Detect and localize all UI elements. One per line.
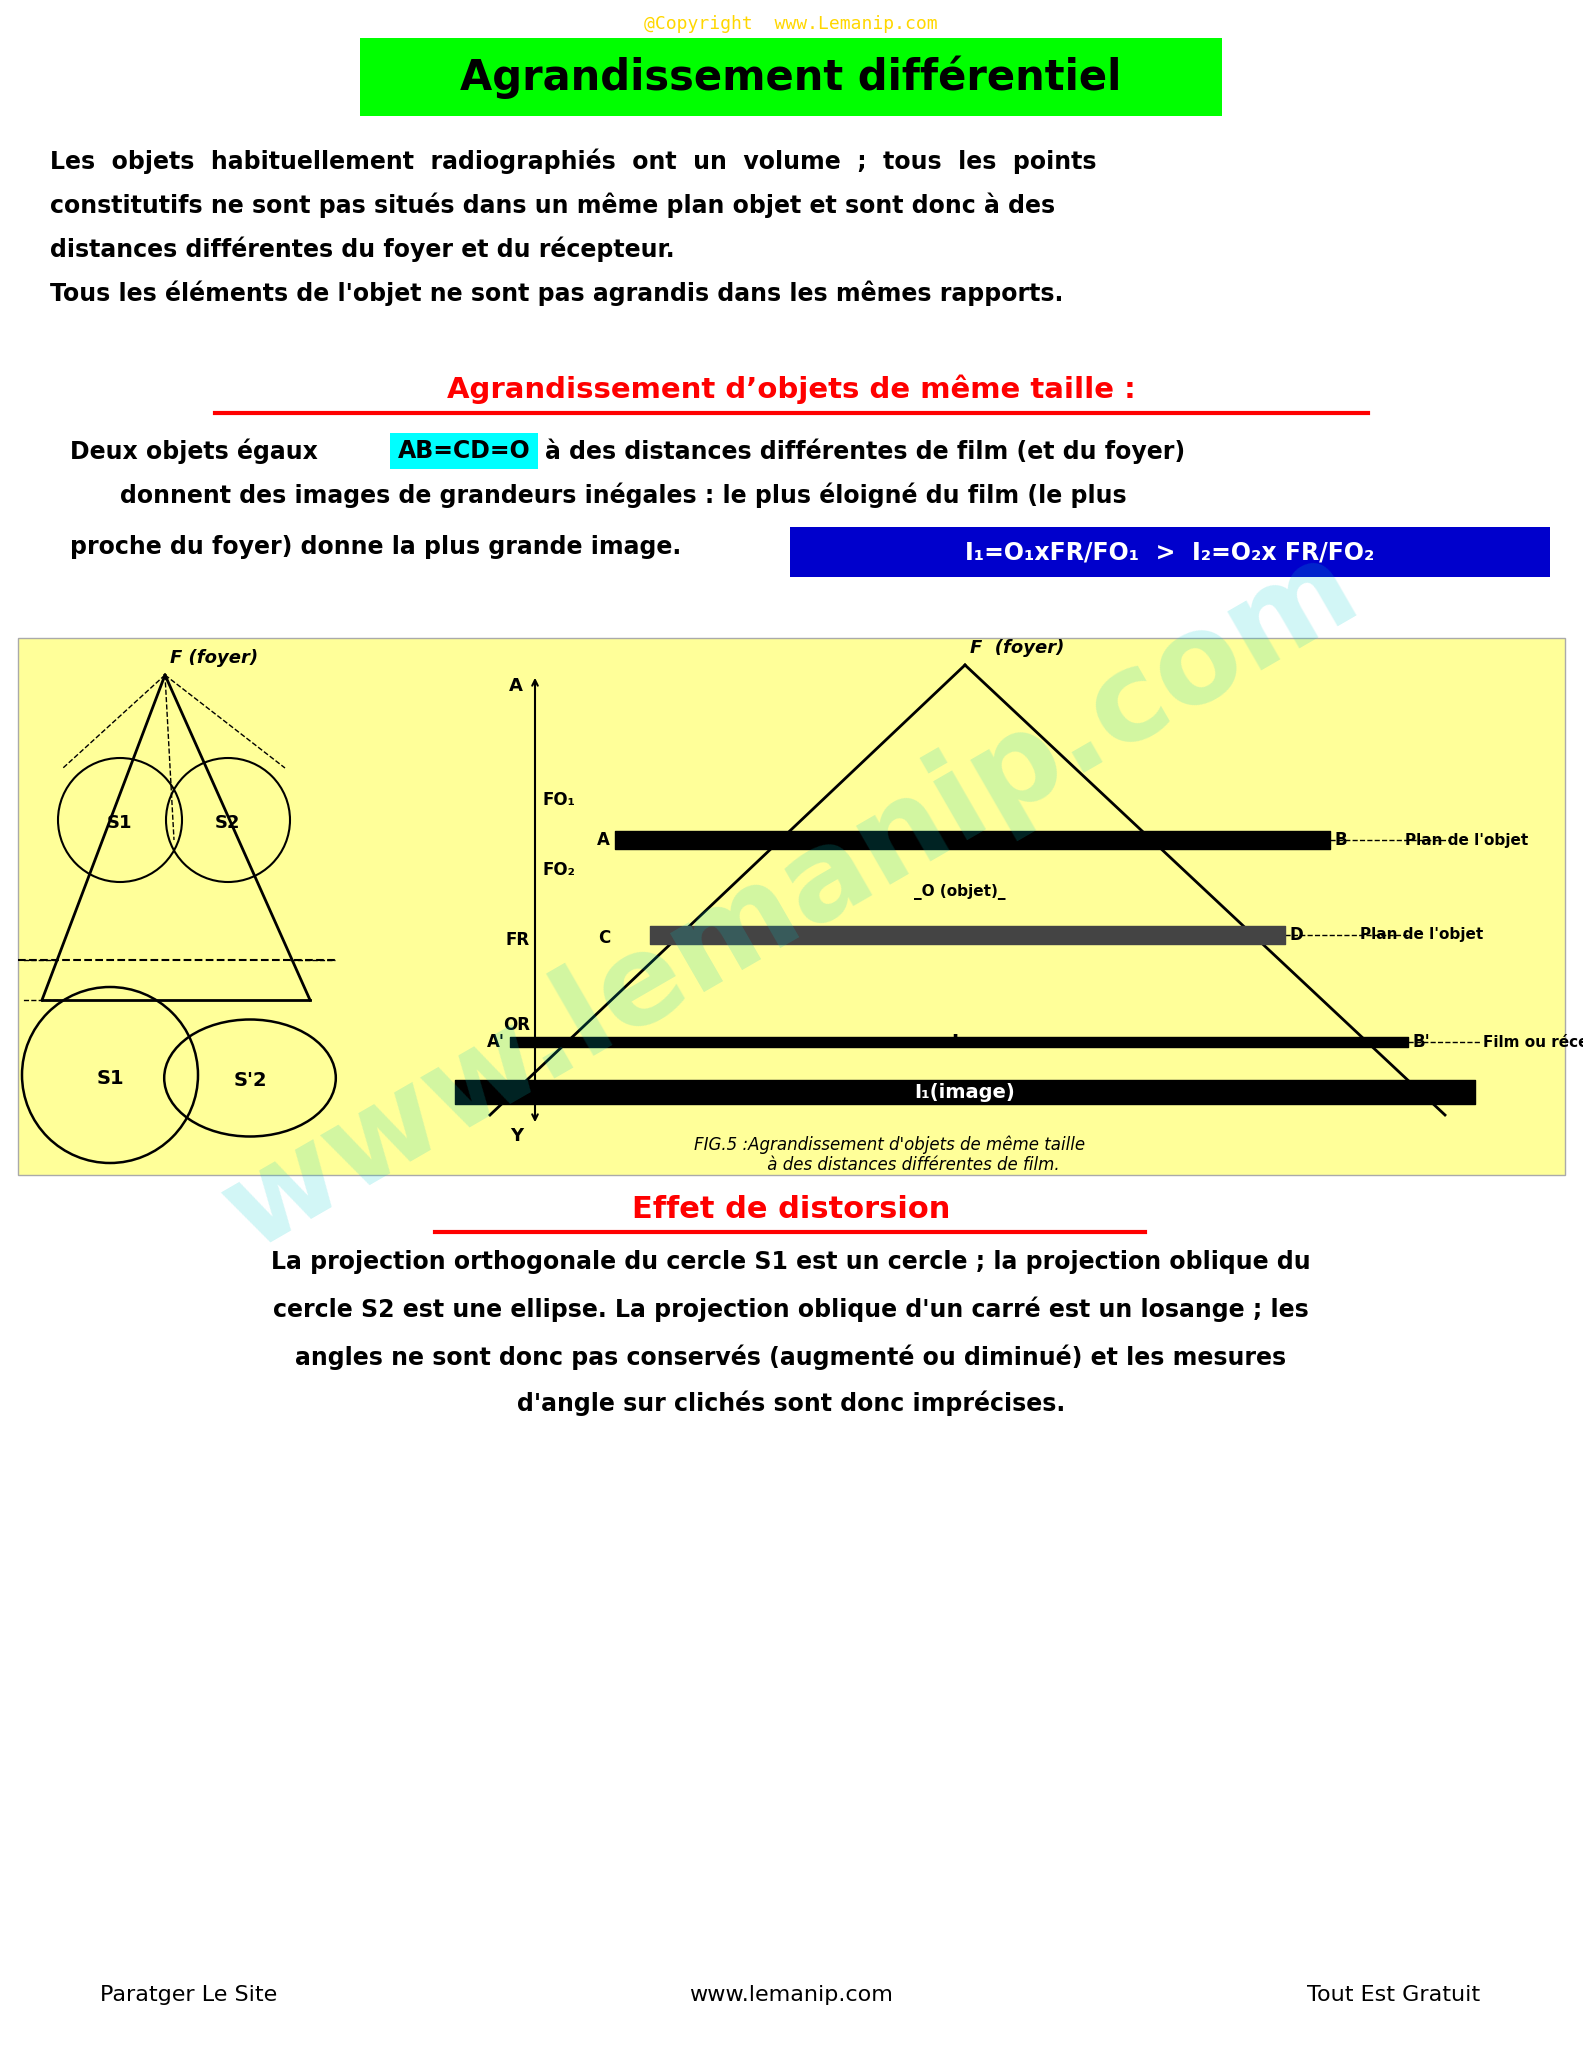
Text: Tous les éléments de l'objet ne sont pas agrandis dans les mêmes rapports.: Tous les éléments de l'objet ne sont pas… bbox=[51, 281, 1064, 305]
Text: www.lemanip.com: www.lemanip.com bbox=[689, 1985, 893, 2005]
Text: Plan de l'objet: Plan de l'objet bbox=[1360, 928, 1483, 942]
Text: Paratger Le Site: Paratger Le Site bbox=[100, 1985, 277, 2005]
Text: Tout Est Gratuit: Tout Est Gratuit bbox=[1308, 1985, 1480, 2005]
Text: B': B' bbox=[1414, 1032, 1431, 1051]
FancyBboxPatch shape bbox=[359, 39, 1222, 117]
Text: cercle S2 est une ellipse. La projection oblique d'un carré est un losange ; les: cercle S2 est une ellipse. La projection… bbox=[274, 1296, 1309, 1323]
Text: OR: OR bbox=[503, 1016, 530, 1034]
Text: Plan de l'objet: Plan de l'objet bbox=[1406, 831, 1528, 848]
Text: donnent des images de grandeurs inégales : le plus éloigné du film (le plus: donnent des images de grandeurs inégales… bbox=[120, 483, 1127, 508]
Text: _O (objet)_: _O (objet)_ bbox=[915, 885, 1005, 899]
Text: I₂: I₂ bbox=[951, 1032, 967, 1051]
Text: D: D bbox=[1290, 926, 1304, 944]
Text: A': A' bbox=[488, 1032, 505, 1051]
Text: S1: S1 bbox=[108, 813, 133, 831]
Text: FIG.5 :Agrandissement d'objets de même taille
         à des distances différent: FIG.5 :Agrandissement d'objets de même t… bbox=[695, 1135, 1086, 1174]
Text: à des distances différentes de film (et du foyer): à des distances différentes de film (et … bbox=[545, 438, 1186, 465]
FancyBboxPatch shape bbox=[17, 639, 1566, 1176]
Text: Effet de distorsion: Effet de distorsion bbox=[632, 1194, 950, 1225]
Text: FO₂: FO₂ bbox=[543, 860, 576, 879]
FancyBboxPatch shape bbox=[790, 526, 1550, 578]
Text: La projection orthogonale du cercle S1 est un cercle ; la projection oblique du: La projection orthogonale du cercle S1 e… bbox=[271, 1249, 1311, 1274]
Text: d'angle sur clichés sont donc imprécises.: d'angle sur clichés sont donc imprécises… bbox=[518, 1391, 1065, 1417]
Text: A: A bbox=[510, 678, 522, 694]
Text: FR: FR bbox=[507, 932, 530, 948]
Text: C: C bbox=[598, 930, 609, 946]
Text: Film ou récepteur: Film ou récepteur bbox=[1483, 1034, 1583, 1051]
Text: I₁=O₁xFR/FO₁  >  I₂=O₂x FR/FO₂: I₁=O₁xFR/FO₁ > I₂=O₂x FR/FO₂ bbox=[966, 541, 1374, 563]
Text: proche du foyer) donne la plus grande image.: proche du foyer) donne la plus grande im… bbox=[70, 535, 681, 559]
Text: B: B bbox=[1334, 831, 1347, 850]
Text: www.lemanip.com: www.lemanip.com bbox=[203, 526, 1379, 1274]
FancyBboxPatch shape bbox=[389, 432, 538, 469]
Text: @Copyright  www.Lemanip.com: @Copyright www.Lemanip.com bbox=[644, 14, 937, 33]
Text: Les  objets  habituellement  radiographiés  ont  un  volume  ;  tous  les  point: Les objets habituellement radiographiés … bbox=[51, 147, 1097, 174]
Text: distances différentes du foyer et du récepteur.: distances différentes du foyer et du réc… bbox=[51, 236, 674, 262]
Text: F (foyer): F (foyer) bbox=[169, 649, 258, 668]
Text: S'2: S'2 bbox=[233, 1071, 268, 1090]
Text: S1: S1 bbox=[97, 1069, 123, 1087]
Text: F  (foyer): F (foyer) bbox=[970, 639, 1064, 657]
Text: FO₁: FO₁ bbox=[543, 791, 576, 809]
Text: A: A bbox=[597, 831, 609, 850]
Text: Agrandissement différentiel: Agrandissement différentiel bbox=[461, 55, 1122, 98]
Text: Y: Y bbox=[510, 1126, 522, 1145]
Text: Deux objets égaux: Deux objets égaux bbox=[70, 438, 318, 465]
Text: I₁(image): I₁(image) bbox=[915, 1083, 1015, 1102]
Text: constitutifs ne sont pas situés dans un même plan objet et sont donc à des: constitutifs ne sont pas situés dans un … bbox=[51, 193, 1056, 217]
Text: angles ne sont donc pas conservés (augmenté ou diminué) et les mesures: angles ne sont donc pas conservés (augme… bbox=[296, 1343, 1287, 1370]
Text: S2: S2 bbox=[215, 813, 241, 831]
Text: Agrandissement d’objets de même taille :: Agrandissement d’objets de même taille : bbox=[446, 375, 1135, 406]
Text: AB=CD=O: AB=CD=O bbox=[397, 438, 530, 463]
